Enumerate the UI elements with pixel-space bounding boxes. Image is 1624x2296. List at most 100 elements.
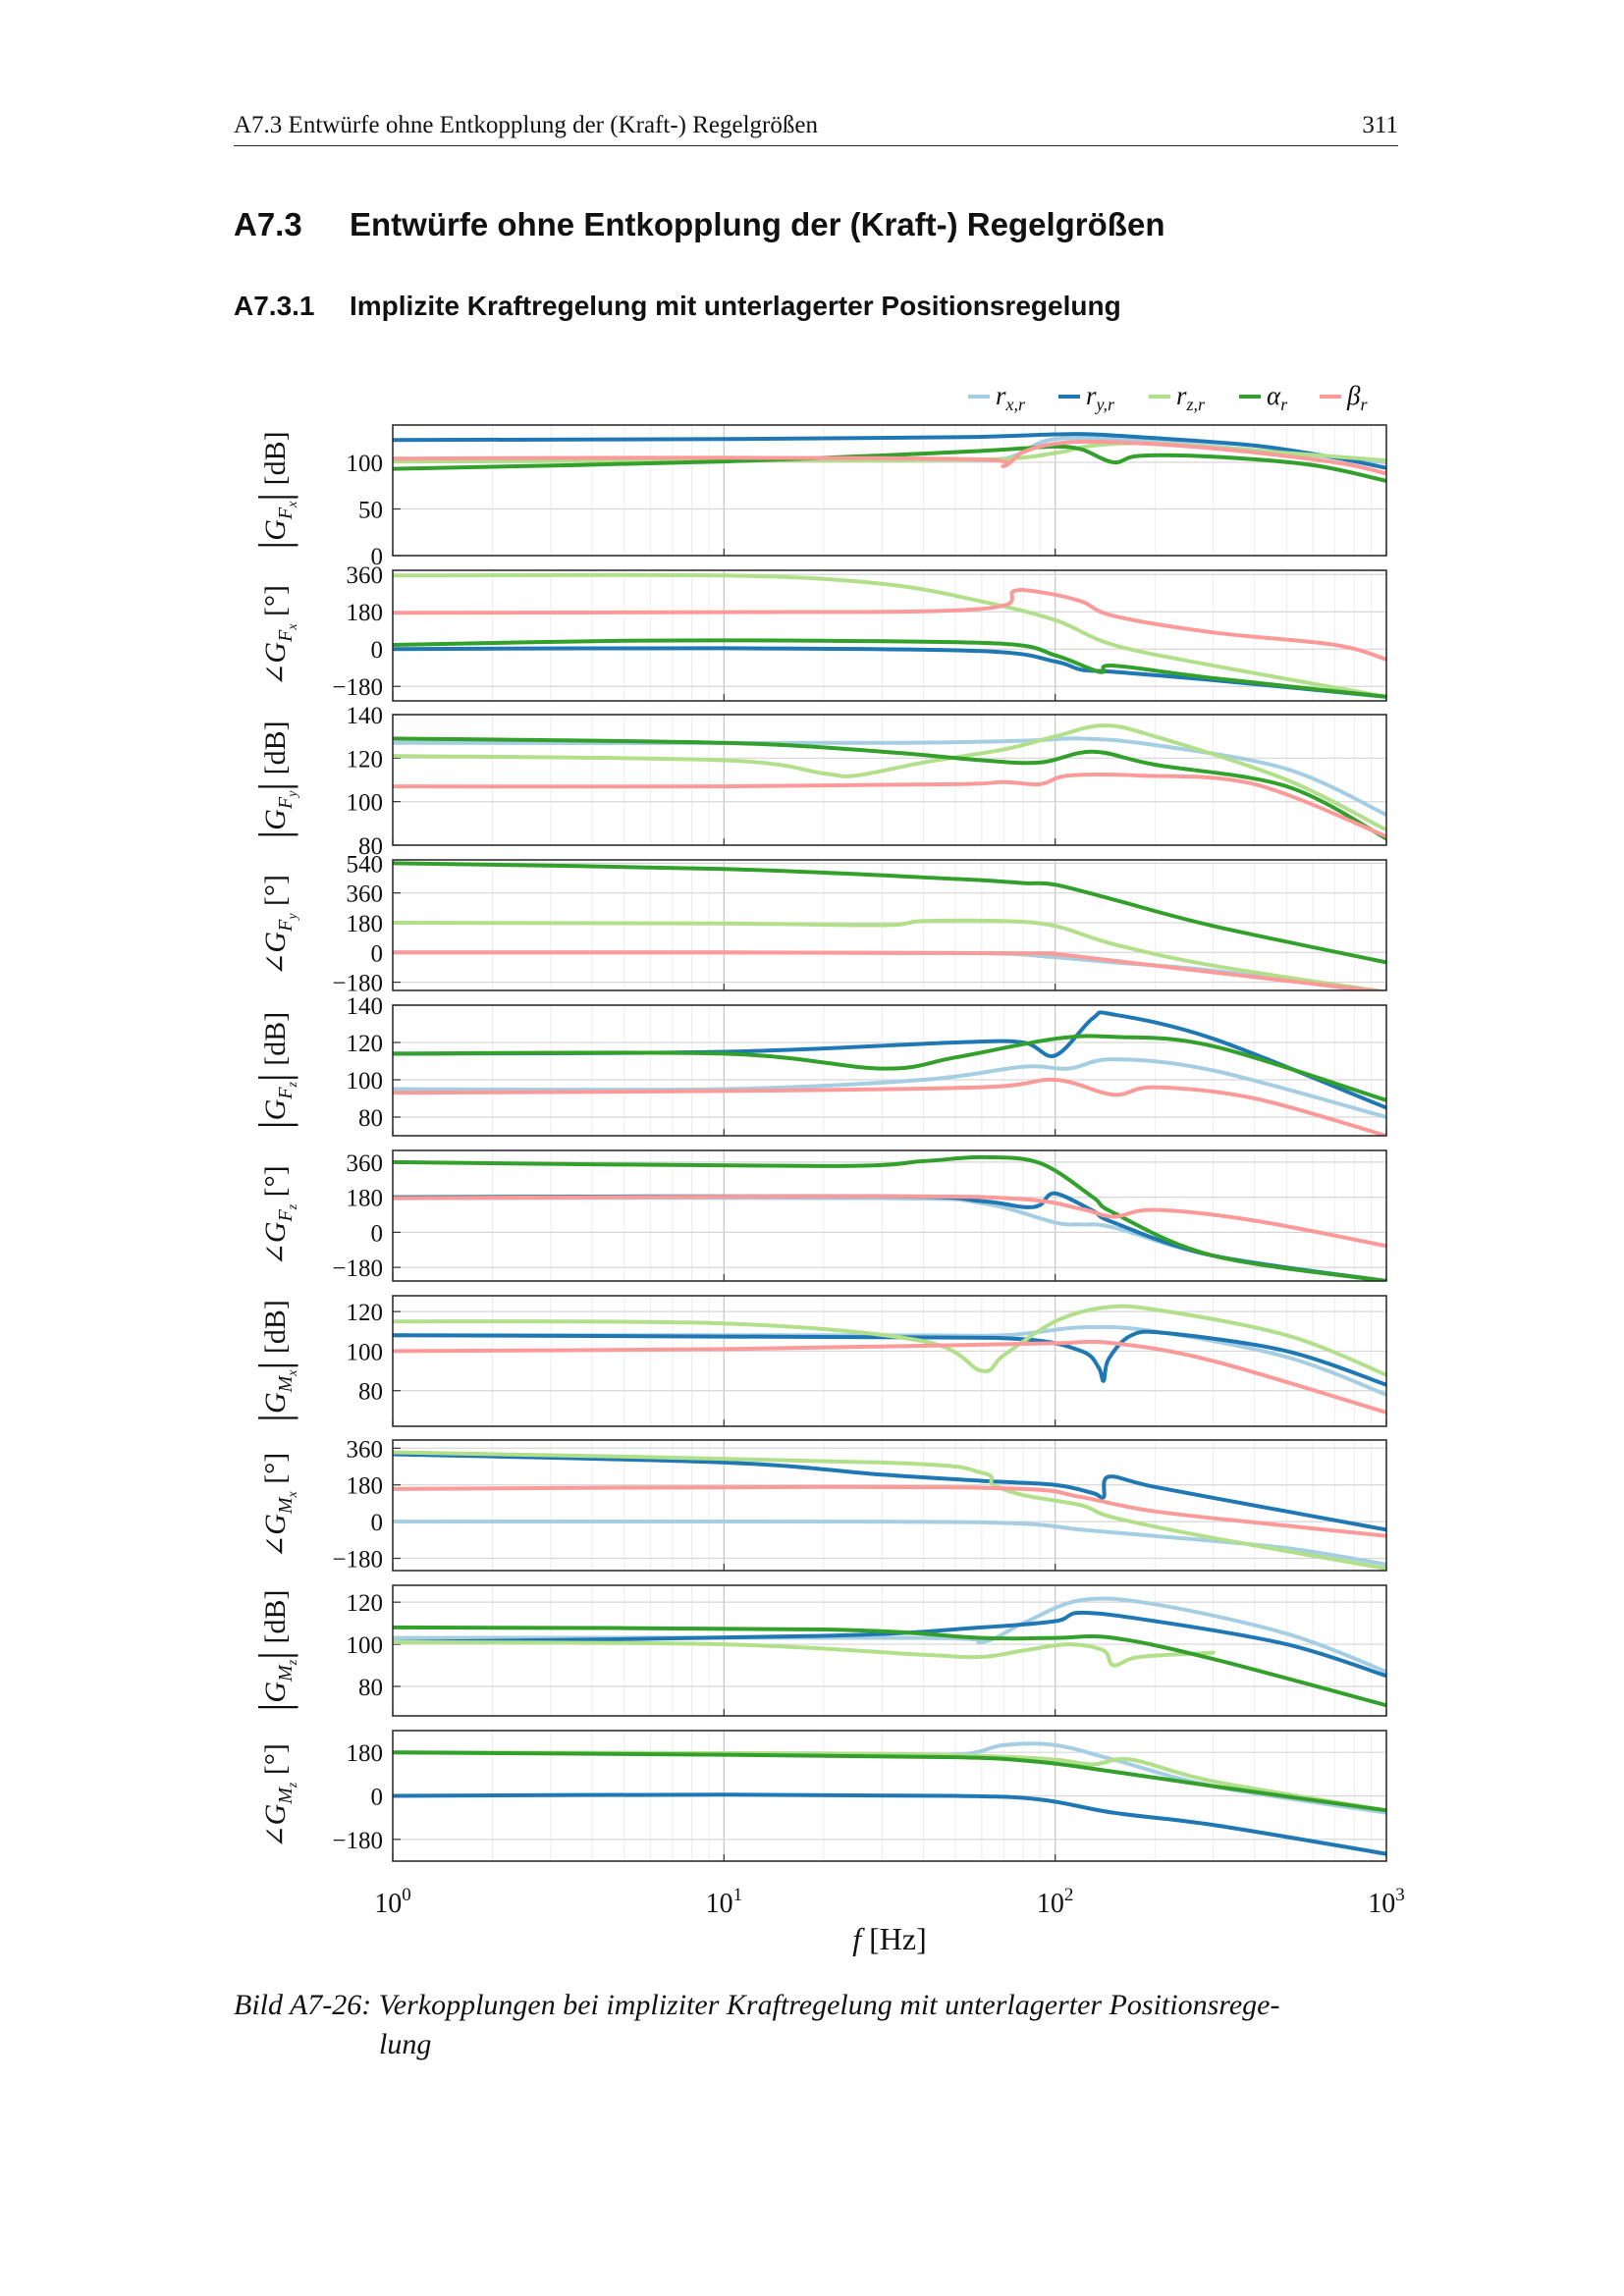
series-group [393, 1596, 1386, 1708]
y-tick-label: 0 [371, 1510, 384, 1536]
legend-label-ry: ry,r [1086, 381, 1115, 414]
legend-label-rx: rx,r [996, 381, 1026, 414]
y-tick-label: 120 [347, 1031, 384, 1057]
series-group [393, 1304, 1386, 1415]
running-header: A7.3 Entwürfe ohne Entkopplung der (Kraf… [234, 110, 1398, 146]
series-line-alpha [393, 638, 1386, 699]
y-tick-label: 100 [347, 1068, 384, 1095]
y-axis-label: ∠GFz [°] [259, 1165, 300, 1265]
y-axis-label: ∠GFy [°] [259, 875, 300, 976]
bode-figure: 0 50 100 |GFx| [dB] −180 0 180 360 ∠GFx [°] 80 100… [250, 381, 1405, 1956]
y-tick-label: −180 [332, 971, 383, 997]
series-line-beta [393, 772, 1386, 839]
y-tick-label: −180 [332, 1547, 383, 1574]
series-group [393, 432, 1386, 483]
series-line-beta [393, 587, 1386, 662]
y-tick-label: 100 [347, 1632, 384, 1659]
series-line-alpha [393, 1625, 1386, 1708]
y-tick-label: 180 [347, 1740, 384, 1767]
series-group [393, 1010, 1386, 1136]
caption-label: Bild A7-26 [234, 1989, 362, 2021]
series-line-ry [393, 1329, 1386, 1387]
panel-5: 80 100 120 140 |GFz| [dB] [250, 993, 1387, 1137]
running-title: A7.3 Entwürfe ohne Entkopplung der (Kraf… [234, 112, 818, 138]
y-tick-label: 80 [358, 1675, 383, 1701]
x-tick-label: 100 [374, 1885, 411, 1919]
panel-frame [392, 1004, 1387, 1137]
series-group [393, 572, 1386, 699]
figure-caption: Bild A7-26: Verkopplungen bei impliziter… [234, 1986, 1412, 2064]
y-tick-label: 120 [347, 1300, 384, 1326]
y-tick-label: 180 [347, 600, 384, 626]
y-tick-label: 120 [347, 1590, 384, 1617]
panel-2: −180 0 180 360 ∠GFx [°] [259, 562, 1387, 702]
x-axis-label: f [Hz] [852, 1921, 927, 1956]
y-tick-label: −180 [332, 1828, 383, 1854]
page-number: 311 [1362, 112, 1398, 138]
x-tick-label: 101 [706, 1885, 743, 1919]
y-axis-label: |GMx| [dB] [250, 1300, 300, 1422]
y-tick-label: 360 [347, 881, 384, 908]
y-tick-label: 360 [347, 562, 384, 589]
series-line-rz [393, 1304, 1386, 1377]
series-line-rz [393, 723, 1386, 832]
y-tick-label: 0 [371, 940, 384, 967]
y-axis-label: |GFx| [dB] [250, 431, 300, 549]
panel-frame [392, 1730, 1387, 1862]
panel-frame [392, 1584, 1387, 1717]
panel-10: −180 0 180 ∠GMz [°] [259, 1730, 1387, 1862]
y-tick-label: 360 [347, 1150, 384, 1177]
y-tick-label: −180 [332, 674, 383, 701]
series-line-rx [393, 1519, 1386, 1567]
section-title: Entwürfe ohne Entkopplung der (Kraft-) R… [350, 206, 1165, 242]
y-axis-label: ∠GFx [°] [259, 585, 300, 686]
y-axis-label: ∠GMz [°] [259, 1743, 300, 1848]
y-tick-label: 540 [347, 851, 384, 878]
subsection-heading: A7.3.1 Implizite Kraftregelung mit unterl… [234, 291, 1121, 322]
y-tick-label: 0 [371, 1220, 384, 1247]
panel-frame [392, 714, 1387, 846]
series-line-rz [393, 441, 1386, 464]
y-tick-label: 80 [358, 833, 383, 860]
series-line-alpha [393, 1034, 1386, 1102]
y-axis-label: ∠GMx [°] [259, 1453, 300, 1559]
panel-9: 80 100 120 |GMz| [dB] [250, 1584, 1387, 1717]
panel-frame [392, 1295, 1387, 1427]
series-line-rz [393, 1750, 1386, 1813]
panel-frame [392, 569, 1387, 702]
panel-7: 80 100 120 |GMx| [dB] [250, 1295, 1387, 1427]
series-line-rz [393, 1639, 1216, 1668]
series-line-beta [393, 1339, 1386, 1415]
series-line-beta [393, 1484, 1386, 1538]
y-tick-label: 360 [347, 1436, 384, 1463]
panel-4: −180 0 180 360 540 ∠GFy [°] [259, 851, 1387, 997]
panel-frame [392, 859, 1387, 991]
series-line-rx [393, 1196, 1386, 1281]
series-line-ry [393, 1610, 1386, 1679]
y-tick-label: 140 [347, 993, 384, 1020]
legend: βr αr rz,r ry,r rx,r [968, 381, 1368, 414]
caption-text-line2: lung [379, 2028, 432, 2060]
section-number: A7.3 [234, 206, 302, 242]
y-tick-label: 0 [371, 544, 384, 570]
series-line-alpha [393, 736, 1386, 841]
y-tick-label: 100 [347, 790, 384, 817]
series-line-rz [393, 918, 1386, 990]
x-tick-label: 103 [1368, 1885, 1405, 1919]
series-line-rz [393, 572, 1386, 699]
legend-label-beta: βr [1346, 381, 1368, 414]
y-tick-label: 0 [371, 1785, 384, 1811]
panel-frame [392, 1149, 1387, 1282]
x-tick-label: 102 [1037, 1885, 1074, 1919]
y-tick-label: 140 [347, 703, 384, 729]
legend-label-rz: rz,r [1176, 381, 1206, 414]
legend-label-alpha: αr [1267, 381, 1288, 414]
series-line-beta [393, 1077, 1386, 1136]
panel-8: −180 0 180 360 ∠GMx [°] [259, 1436, 1387, 1574]
series-group [393, 1741, 1386, 1856]
panel-3: 80 100 120 140 |GFy| [dB] [250, 703, 1387, 860]
series-group [393, 1154, 1386, 1281]
y-tick-label: 0 [371, 637, 384, 664]
series-line-alpha [393, 444, 1386, 483]
subsection-title: Implizite Kraftregelung mit unterlagerte… [350, 291, 1121, 321]
